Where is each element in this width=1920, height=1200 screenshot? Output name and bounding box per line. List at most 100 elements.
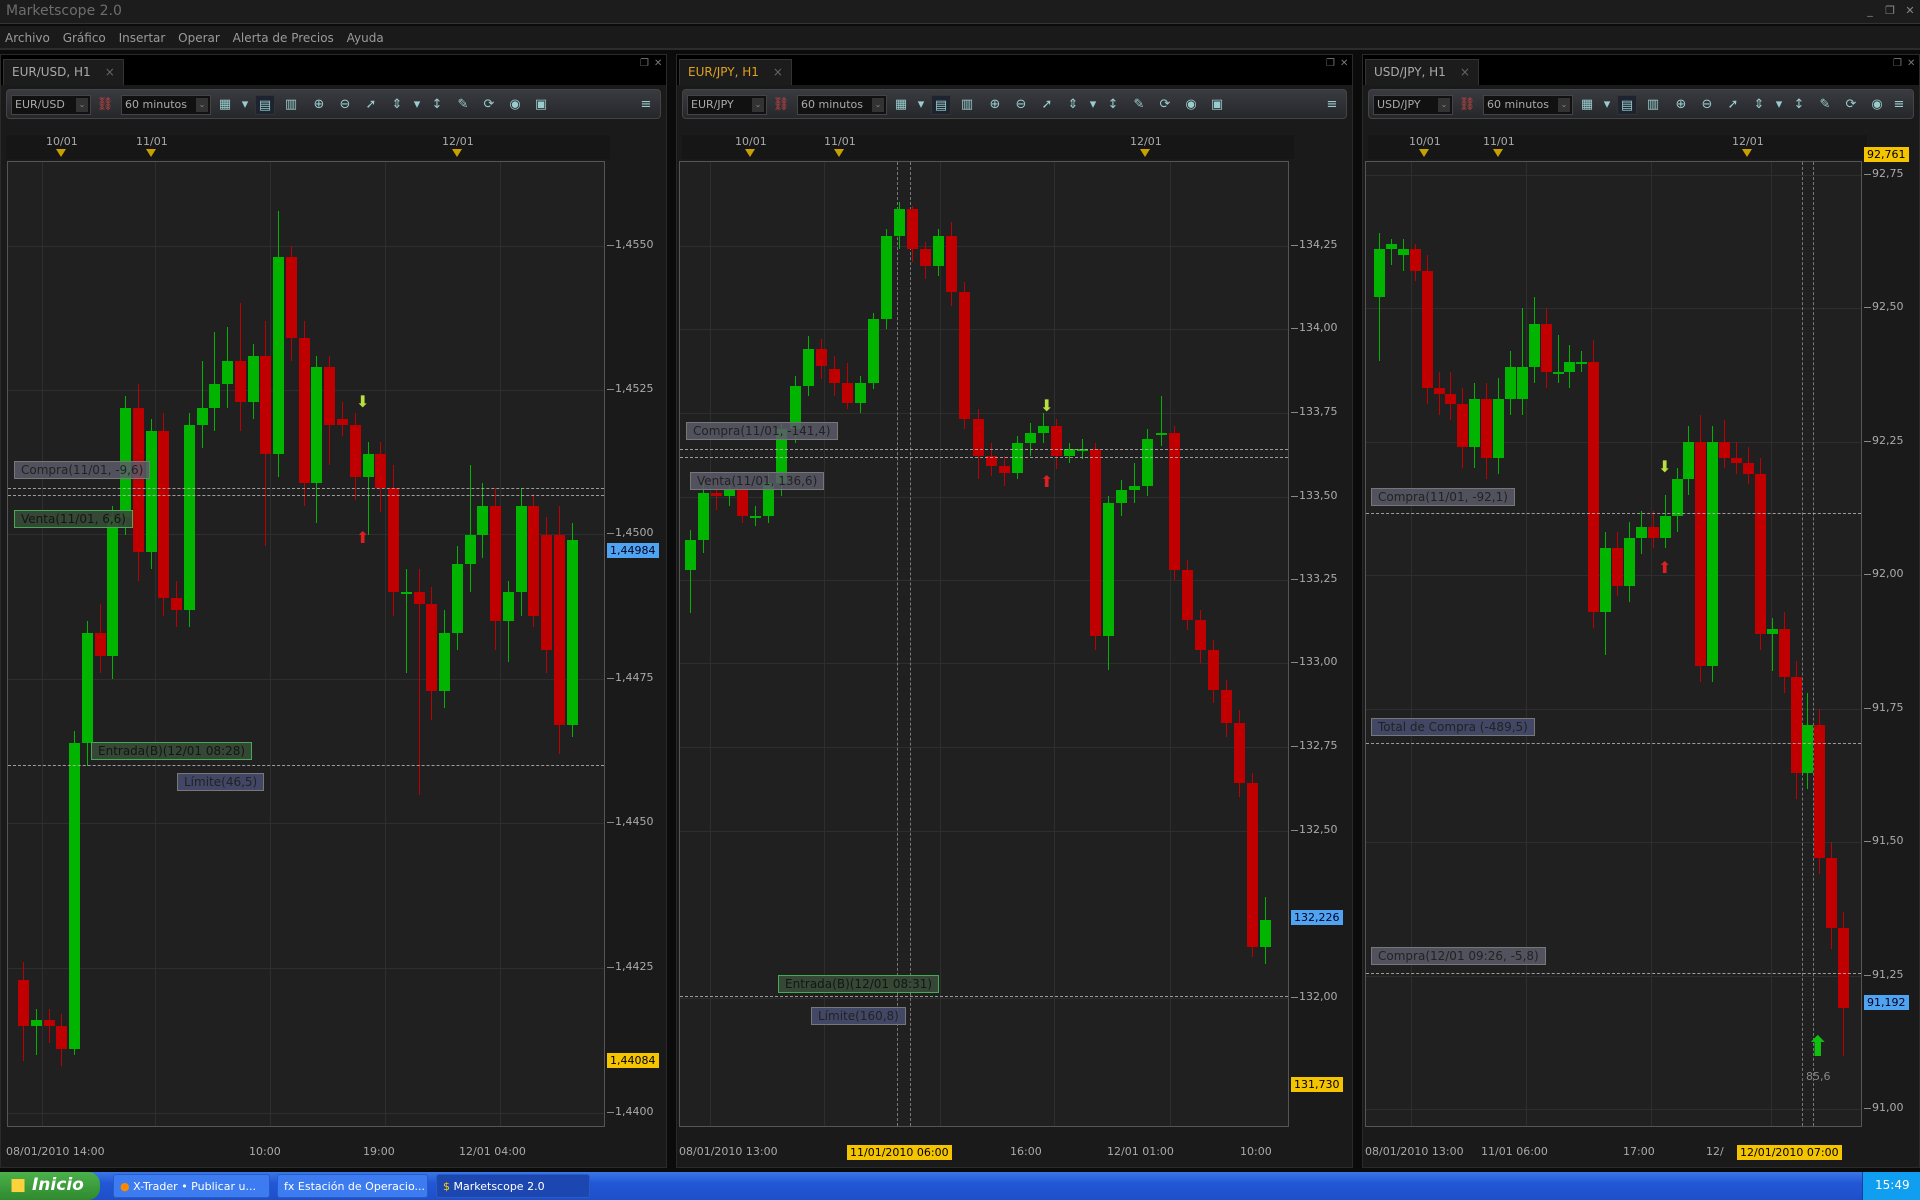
symbol-select[interactable]: USD/JPY ⌄ (1373, 95, 1453, 115)
dropdown-arrow-icon[interactable]: ▾ (1603, 97, 1611, 112)
date-navigator[interactable]: 10/01 11/01 12/01 (1368, 135, 1867, 159)
link-icon[interactable]: ⛓ (1458, 97, 1476, 112)
date-navigator[interactable]: 10/01 11/01 12/01 (682, 135, 1294, 159)
chart-type-icon[interactable]: ▦ (894, 97, 908, 112)
taskbar-item-firefox[interactable]: ● X-Trader • Publicar u... (113, 1174, 270, 1198)
link-icon[interactable]: ⛓ (96, 97, 114, 112)
order-label[interactable]: Venta(11/01, 6,6) (14, 510, 133, 528)
image-icon[interactable]: ▣ (1210, 97, 1224, 112)
zoom-in-icon[interactable]: ⊕ (1675, 97, 1687, 112)
panel-restore-icon[interactable]: ❐ (640, 58, 649, 69)
symbol-select[interactable]: EUR/JPY ⌄ (687, 95, 767, 115)
crosshair-zoom-icon[interactable]: ⇕ (1753, 97, 1765, 112)
pointer-icon[interactable]: ➚ (1727, 97, 1739, 112)
panel-restore-icon[interactable]: ❐ (1893, 58, 1902, 69)
order-label[interactable]: Compra(12/01 09:26, -5,8) (1371, 947, 1546, 965)
crosshair-zoom-icon[interactable]: ⇕ (391, 97, 403, 112)
price-chart-area[interactable]: Compra(11/01, -141,4) Venta(11/01, 136,6)… (679, 161, 1289, 1127)
globe-icon[interactable]: ◉ (509, 97, 521, 112)
note-icon[interactable]: ✎ (1133, 97, 1145, 112)
dropdown-arrow-icon[interactable]: ▾ (1775, 97, 1783, 112)
zoom-out-icon[interactable]: ⊖ (339, 97, 351, 112)
price-chart-area[interactable]: Compra(11/01, -9,6) Venta(11/01, 6,6) Entr… (7, 161, 605, 1127)
date-marker-icon[interactable] (1419, 149, 1429, 157)
chart-tab[interactable]: EUR/JPY, H1 × (679, 59, 792, 85)
pointer-icon[interactable]: ➚ (1041, 97, 1053, 112)
order-label[interactable]: Total de Compra (-489,5) (1371, 718, 1535, 736)
menu-operar[interactable]: Operar (178, 31, 220, 45)
crosshair-zoom-icon[interactable]: ⇕ (1067, 97, 1079, 112)
tab-close-icon[interactable]: × (772, 65, 783, 79)
symbol-select[interactable]: EUR/USD ⌄ (11, 95, 91, 115)
refresh-icon[interactable]: ⟳ (1845, 97, 1857, 112)
order-label[interactable]: Entrada(B)(12/01 08:28) (91, 742, 253, 760)
chart-tab[interactable]: EUR/USD, H1 × (3, 59, 124, 85)
timeframe-select[interactable]: 60 minutos ⌄ (797, 95, 887, 115)
fit-icon[interactable]: ↕ (1107, 97, 1119, 112)
dropdown-arrow-icon[interactable]: ▾ (241, 97, 249, 112)
menu-icon[interactable]: ≡ (1326, 97, 1338, 112)
order-level-line[interactable] (8, 488, 604, 489)
pointer-icon[interactable]: ➚ (365, 97, 377, 112)
taskbar-item-estacion[interactable]: fx Estación de Operacio... (277, 1174, 428, 1198)
order-label[interactable]: Venta(11/01, 136,6) (690, 472, 825, 490)
image-icon[interactable]: ▣ (534, 97, 548, 112)
menu-icon[interactable]: ≡ (640, 97, 652, 112)
order-level-line[interactable] (680, 449, 1288, 450)
menu-archivo[interactable]: Archivo (5, 31, 50, 45)
zoom-out-icon[interactable]: ⊖ (1701, 97, 1713, 112)
date-navigator[interactable]: 10/01 11/01 12/01 (6, 135, 610, 159)
menu-alerta-precios[interactable]: Alerta de Precios (232, 31, 334, 45)
zoom-out-icon[interactable]: ⊖ (1015, 97, 1027, 112)
date-marker-icon[interactable] (1742, 149, 1752, 157)
order-label[interactable]: Compra(11/01, -9,6) (14, 461, 151, 479)
date-marker-icon[interactable] (146, 149, 156, 157)
refresh-icon[interactable]: ⟳ (1159, 97, 1171, 112)
zoom-in-icon[interactable]: ⊕ (313, 97, 325, 112)
dropdown-arrow-icon[interactable]: ▾ (1089, 97, 1097, 112)
text-view-icon[interactable]: ▥ (960, 97, 974, 112)
bar-view-icon[interactable]: ▤ (931, 95, 951, 115)
date-marker-icon[interactable] (452, 149, 462, 157)
timeframe-select[interactable]: 60 minutos ⌄ (121, 95, 211, 115)
panel-restore-icon[interactable]: ❐ (1326, 58, 1335, 69)
fit-icon[interactable]: ↕ (1793, 97, 1805, 112)
price-chart-area[interactable]: Compra(11/01, -92,1) Total de Compra (-48… (1365, 161, 1862, 1127)
tab-close-icon[interactable]: × (1459, 65, 1470, 79)
order-label[interactable]: Entrada(B)(12/01 08:31) (778, 975, 940, 993)
date-marker-icon[interactable] (834, 149, 844, 157)
order-level-line[interactable] (1366, 513, 1861, 514)
date-marker-icon[interactable] (1493, 149, 1503, 157)
panel-close-icon[interactable]: ✕ (1340, 58, 1349, 69)
dropdown-arrow-icon[interactable]: ▾ (413, 97, 421, 112)
chart-type-icon[interactable]: ▦ (218, 97, 232, 112)
tab-close-icon[interactable]: × (104, 65, 115, 79)
bar-view-icon[interactable]: ▤ (1617, 95, 1637, 115)
start-button[interactable]: ■ Inicio (0, 1172, 100, 1200)
order-level-line[interactable] (680, 457, 1288, 458)
order-level-line[interactable] (680, 996, 1288, 997)
order-level-line[interactable] (8, 495, 604, 496)
menu-grafico[interactable]: Gráfico (62, 31, 106, 45)
taskbar-item-marketscope[interactable]: $ Marketscope 2.0 (436, 1174, 590, 1198)
text-view-icon[interactable]: ▥ (1646, 97, 1660, 112)
zoom-in-icon[interactable]: ⊕ (989, 97, 1001, 112)
minimize-button[interactable]: _ (1867, 4, 1873, 17)
fit-icon[interactable]: ↕ (431, 97, 443, 112)
panel-close-icon[interactable]: ✕ (1907, 58, 1916, 69)
note-icon[interactable]: ✎ (1819, 97, 1831, 112)
restore-button[interactable]: ❐ (1885, 4, 1895, 17)
menu-ayuda[interactable]: Ayuda (346, 31, 384, 45)
order-level-line[interactable] (1366, 743, 1861, 744)
globe-icon[interactable]: ◉ (1871, 97, 1883, 112)
menu-icon[interactable]: ≡ (1893, 97, 1905, 112)
text-view-icon[interactable]: ▥ (284, 97, 298, 112)
chart-tab[interactable]: USD/JPY, H1 × (1365, 59, 1479, 85)
panel-close-icon[interactable]: ✕ (654, 58, 663, 69)
order-label[interactable]: Compra(11/01, -141,4) (686, 422, 838, 440)
note-icon[interactable]: ✎ (457, 97, 469, 112)
dropdown-arrow-icon[interactable]: ▾ (917, 97, 925, 112)
order-level-line[interactable] (1366, 973, 1861, 974)
refresh-icon[interactable]: ⟳ (483, 97, 495, 112)
menu-insertar[interactable]: Insertar (118, 31, 166, 45)
